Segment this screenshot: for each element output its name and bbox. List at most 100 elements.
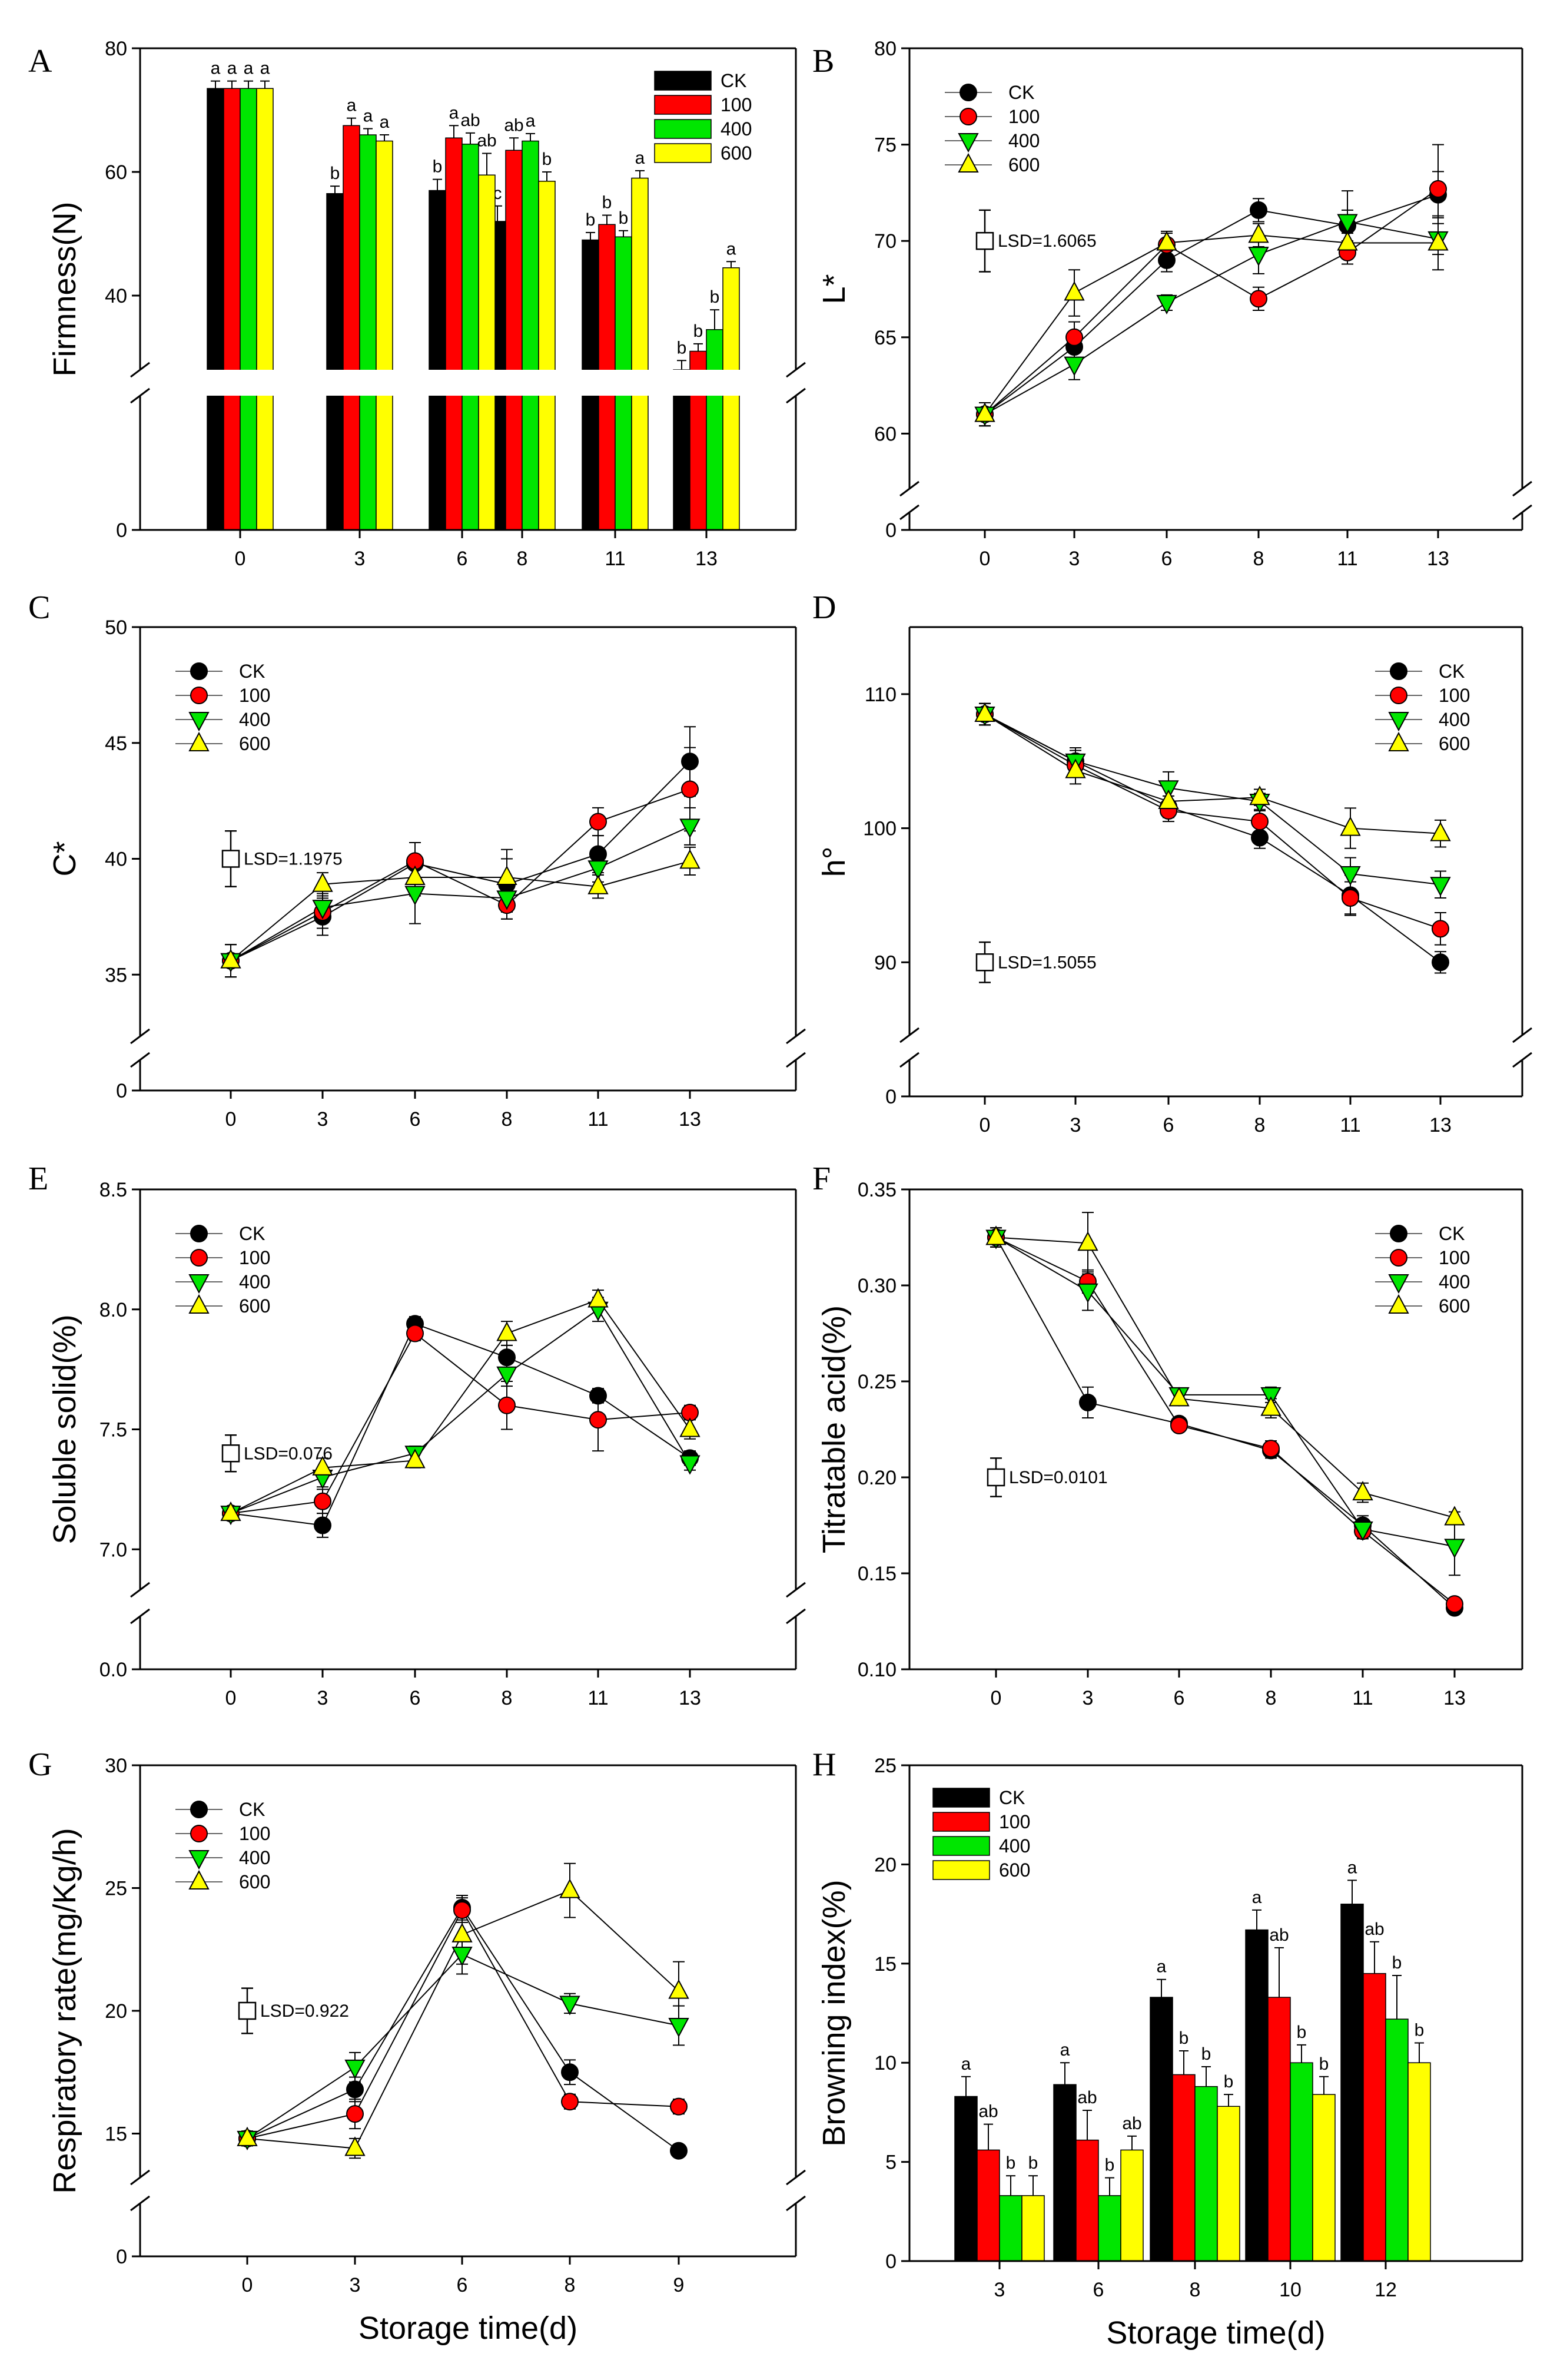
legend-marker	[1390, 1249, 1407, 1267]
x-tick-label: 13	[1427, 548, 1449, 570]
bar-100-8	[1172, 2074, 1196, 2262]
bar-100-12	[1363, 1973, 1386, 2262]
axis-break-mark	[130, 1028, 150, 1045]
bar-CK-12	[1340, 1904, 1364, 2262]
point-CK-3	[346, 2080, 364, 2099]
point-600-13	[1430, 821, 1451, 841]
sig-letter: b	[1392, 1953, 1402, 1973]
legend-label: 100	[1439, 685, 1470, 706]
point-400-13	[679, 818, 700, 838]
panel-label: B	[812, 43, 834, 79]
point-600-6	[404, 865, 426, 885]
legend-label: 400	[999, 1835, 1030, 1857]
y-tick-label: 7.5	[99, 1419, 127, 1441]
sig-letter: b	[1297, 2023, 1307, 2042]
legend-label: CK	[999, 1787, 1025, 1808]
y-axis-title: Soluble solid(%)	[47, 1314, 82, 1544]
sig-letter: a	[635, 148, 645, 168]
x-tick-label: 8	[517, 548, 528, 570]
lsd-label: LSD=1.5055	[998, 953, 1097, 972]
sig-letter: a	[1060, 2040, 1070, 2060]
axis-break-mark	[786, 1052, 806, 1068]
lsd-marker	[221, 1444, 240, 1463]
x-tick-label: 6	[410, 1108, 421, 1131]
bar-400-13	[706, 329, 723, 531]
legend-marker	[188, 1850, 210, 1870]
x-tick-label: 8	[565, 2274, 576, 2296]
sig-letter: ab	[460, 111, 480, 130]
y-tick-label: 0.25	[858, 1371, 897, 1393]
legend-marker	[190, 687, 208, 704]
sig-letter: a	[961, 2054, 971, 2074]
legend-label: 100	[239, 1823, 270, 1844]
x-tick-label: 6	[1163, 1114, 1174, 1136]
panel-G: 0 15 20 25 30 0 3 6 8 9 LSD=0.922 CK 100 400 600 G Respi…	[28, 1746, 806, 2346]
legend-marker	[1388, 1274, 1409, 1294]
point-400-3	[312, 900, 333, 920]
legend-label: 400	[1439, 1271, 1470, 1292]
series-line-400	[230, 826, 690, 962]
point-600-13	[1427, 231, 1449, 251]
legend-label: 100	[999, 1811, 1030, 1832]
legend-marker	[190, 1825, 208, 1842]
axis-break-mark	[1512, 1027, 1532, 1043]
bar-400-3	[999, 2195, 1022, 2262]
y-axis-title: Browning index(%)	[816, 1880, 852, 2146]
series-line-600	[995, 1237, 1455, 1519]
point-400-8	[559, 1996, 580, 2016]
panel-label: E	[28, 1161, 48, 1197]
axis-break-mark	[130, 1582, 150, 1598]
x-tick-label: 8	[502, 1687, 513, 1709]
point-400-3	[1077, 1283, 1098, 1303]
y-axis-title: C*	[47, 841, 82, 876]
point-600-0	[237, 2126, 258, 2146]
point-400-3	[344, 2059, 366, 2080]
lsd-marker	[987, 1468, 1005, 1487]
point-600-8	[1260, 1396, 1282, 1416]
x-tick-label: 8	[502, 1108, 513, 1131]
point-400-13	[679, 1455, 700, 1475]
series-line-100	[984, 714, 1441, 930]
point-600-8	[559, 1878, 580, 1898]
x-tick-label: 11	[1340, 1114, 1360, 1136]
y-tick-label: 0.15	[858, 1563, 897, 1585]
sig-letter: b	[677, 338, 687, 357]
bar-600-6	[1120, 2149, 1144, 2262]
point-400-11	[1340, 866, 1361, 886]
bar-CK-3	[954, 2096, 978, 2262]
axis-break-mark	[786, 387, 806, 404]
bar-400-12	[1385, 2018, 1409, 2262]
legend-label: 600	[239, 1871, 270, 1892]
sig-letter: a	[244, 59, 254, 78]
point-600-8	[1248, 223, 1269, 243]
sig-letter: a	[363, 107, 373, 126]
x-axis-title: Storage time(d)	[1106, 2315, 1325, 2351]
point-600-0	[974, 402, 995, 422]
legend-marker	[190, 662, 208, 680]
x-tick-label: 0	[235, 548, 246, 570]
sig-letter: b	[1319, 2054, 1329, 2074]
y-tick-label: 40	[105, 285, 127, 307]
point-600-13	[679, 1417, 700, 1437]
legend-marker	[188, 1294, 210, 1314]
sig-letter: a	[380, 112, 390, 132]
y-axis-title: L*	[816, 274, 852, 304]
legend-swatch	[654, 95, 712, 115]
point-600-3	[344, 2136, 366, 2156]
bar-600-11	[631, 177, 649, 531]
point-CK-3	[1079, 1393, 1097, 1411]
x-tick-label: 13	[1443, 1687, 1466, 1709]
y-tick-label: 80	[874, 38, 897, 60]
y-tick-label: 20	[874, 1854, 897, 1876]
y-tick-label: 20	[105, 2000, 127, 2023]
x-tick-label: 13	[1429, 1114, 1452, 1136]
y-tick-label: 70	[874, 230, 897, 253]
bar-CK-10	[1245, 1929, 1269, 2262]
series-line-CK	[984, 194, 1439, 415]
y-tick-label: 8.5	[99, 1179, 127, 1201]
y-tick-label: 8.0	[99, 1299, 127, 1321]
x-tick-label: 3	[354, 548, 366, 570]
point-100-6	[406, 1324, 424, 1343]
lsd-marker	[221, 850, 240, 868]
